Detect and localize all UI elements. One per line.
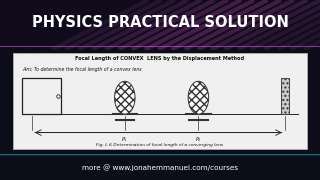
- Text: Focal Length of CONVEX  LENS by the Displacement Method: Focal Length of CONVEX LENS by the Displ…: [76, 56, 244, 61]
- Polygon shape: [115, 81, 135, 114]
- FancyBboxPatch shape: [13, 53, 307, 149]
- Text: more @ www.jonahemmanuel.com/courses: more @ www.jonahemmanuel.com/courses: [82, 164, 238, 171]
- Text: Fig. L 6 Determination of focal length of a converging lens: Fig. L 6 Determination of focal length o…: [96, 143, 224, 147]
- Text: PHYSICS PRACTICAL SOLUTION: PHYSICS PRACTICAL SOLUTION: [32, 15, 288, 30]
- Text: Aim: To determine the focal length of a convex lens: Aim: To determine the focal length of a …: [22, 67, 142, 72]
- Polygon shape: [188, 81, 209, 114]
- Text: $P_2$: $P_2$: [195, 135, 202, 144]
- Text: $P_1$: $P_1$: [121, 135, 128, 144]
- Bar: [22, 78, 61, 114]
- Bar: [281, 78, 289, 114]
